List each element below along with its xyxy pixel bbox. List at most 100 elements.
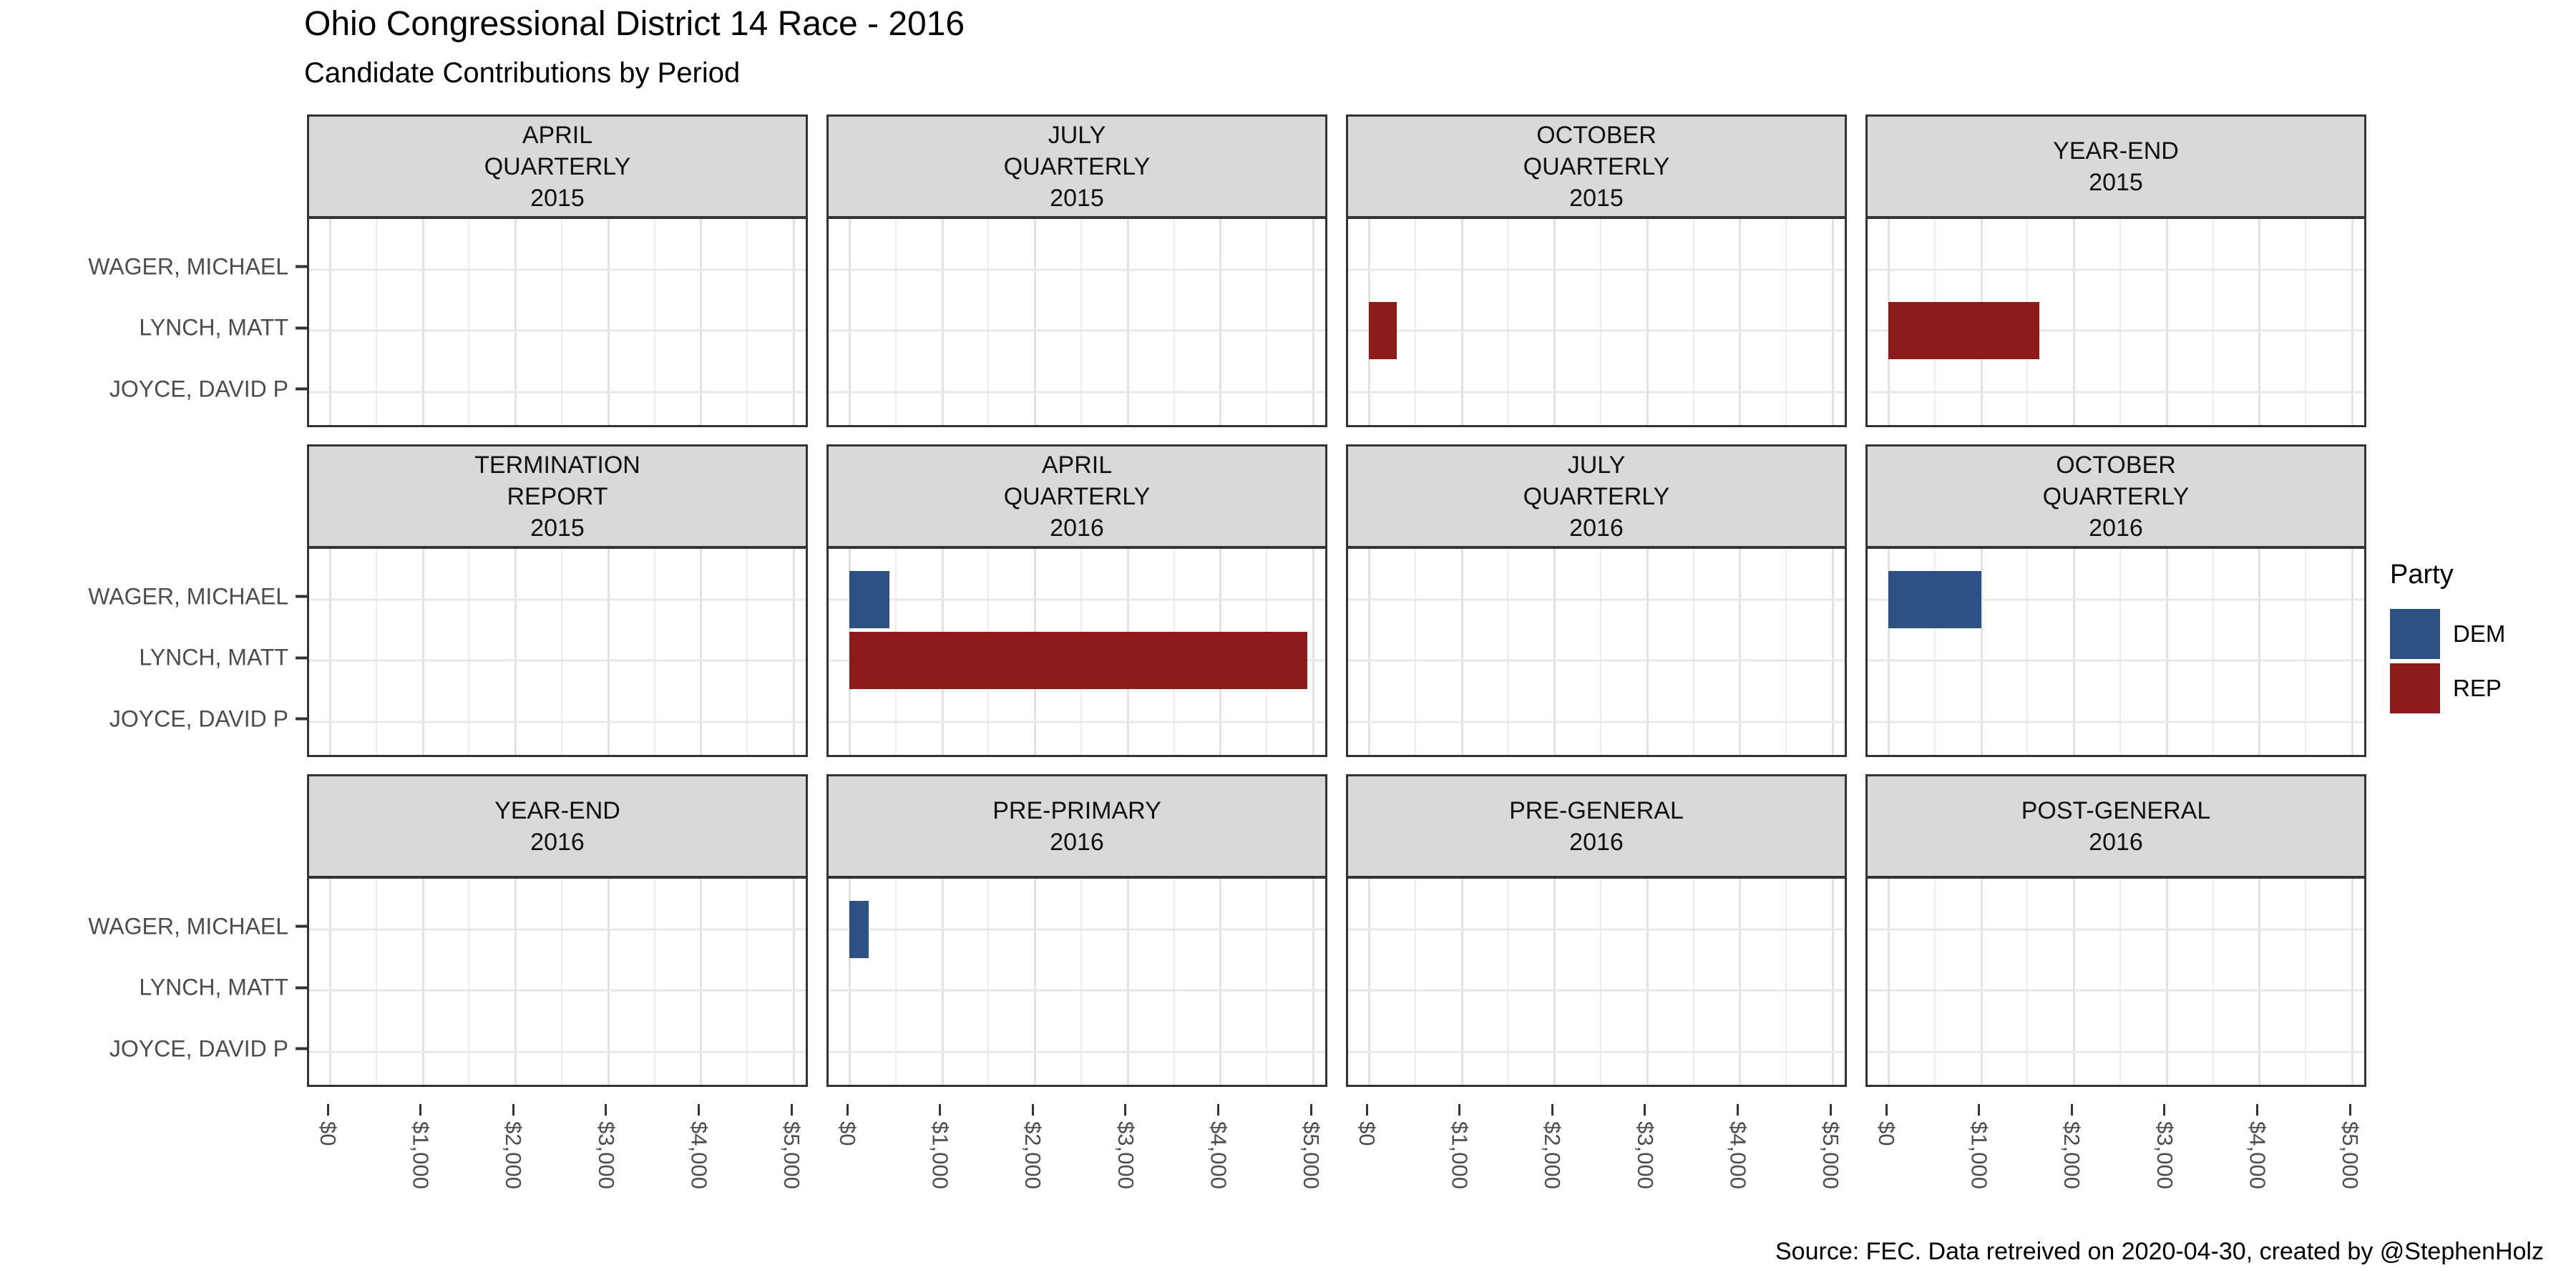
gridline-horizontal	[1348, 659, 1845, 662]
x-tick-label: $4,000	[1206, 1121, 1231, 1189]
facet-july-quarterly-2016: JULY QUARTERLY 2016	[1346, 444, 1847, 757]
gridline-vertical	[514, 219, 517, 425]
gridline-vertical	[2073, 879, 2076, 1085]
gridline-vertical	[1600, 219, 1601, 425]
gridline-vertical	[1034, 219, 1037, 425]
x-axis-column: $0 $1,000 $2,000 $3,000 $4,000 $5,000	[826, 1104, 1327, 1240]
x-tick-label: $4,000	[2245, 1121, 2270, 1189]
chart-subtitle: Candidate Contributions by Period	[304, 57, 741, 89]
gridline-vertical	[1507, 219, 1509, 425]
strip-line: 2015	[530, 184, 585, 212]
gridline-vertical	[1692, 219, 1694, 425]
strip-line: PRE-GENERAL	[1509, 796, 1684, 824]
gridline-vertical	[2119, 879, 2121, 1085]
gridline-vertical	[607, 549, 610, 755]
x-tick-mark	[2255, 1104, 2258, 1116]
y-axis-row: JOYCE, DAVID P	[109, 706, 307, 732]
x-tick-label: $0	[1355, 1121, 1380, 1146]
gridline-horizontal	[1868, 989, 2364, 992]
gridline-vertical	[2305, 219, 2307, 425]
gridline-vertical	[468, 219, 470, 425]
x-axis-column: $0 $1,000 $2,000 $3,000 $4,000 $5,000	[307, 1104, 808, 1240]
facet-panel	[1865, 876, 2366, 1087]
gridline-vertical	[746, 219, 748, 425]
strip-line: 2016	[1050, 514, 1104, 542]
x-tick-mark	[512, 1104, 514, 1116]
gridline-vertical	[1312, 219, 1314, 425]
gridline-vertical	[700, 879, 703, 1085]
gridline-horizontal	[1348, 928, 1845, 931]
x-tick-label: $1,000	[408, 1121, 434, 1189]
gridline-vertical	[2026, 549, 2029, 755]
y-axis-label: JOYCE, DAVID P	[109, 1035, 288, 1062]
y-axis-inner: WAGER, MICHAEL LYNCH, MATT JOYCE, DAVID P	[29, 216, 307, 427]
x-tick-label: $0	[835, 1121, 860, 1146]
gridline-vertical	[1126, 879, 1129, 1085]
facet-april-quarterly-2015: APRIL QUARTERLY 2015	[307, 114, 808, 427]
y-axis-row: WAGER, MICHAEL	[88, 583, 307, 610]
x-tick-mark	[419, 1104, 422, 1116]
x-tick-label: $2,000	[2059, 1121, 2085, 1189]
facet-row-2: WAGER, MICHAEL LYNCH, MATT JOYCE, DAVID P T…	[29, 444, 2366, 757]
gridline-vertical	[2165, 879, 2168, 1085]
x-tick-label: $5,000	[779, 1121, 804, 1189]
gridline-vertical	[1034, 879, 1037, 1085]
gridline-vertical	[375, 549, 377, 755]
x-tick-mark	[846, 1104, 849, 1116]
x-tick-label: $1,000	[927, 1121, 953, 1189]
y-tick-mark	[296, 387, 307, 391]
x-tick-mark	[2348, 1104, 2351, 1116]
strip-line: OCTOBER	[1536, 121, 1657, 149]
x-tick-mark	[1458, 1104, 1461, 1116]
chart-title: Ohio Congressional District 14 Race - 20…	[304, 5, 965, 43]
gridline-horizontal	[1868, 659, 2364, 662]
strip-line: APRIL	[1041, 451, 1113, 479]
gridline-vertical	[793, 549, 795, 755]
gridline-vertical	[2119, 219, 2121, 425]
strip-line: JULY	[1567, 451, 1626, 479]
bar-dem-wager	[849, 900, 869, 958]
gridline-vertical	[1739, 549, 1742, 755]
x-tick-label: $5,000	[1818, 1121, 1843, 1189]
bar-dem-wager	[1888, 570, 1981, 628]
gridline-horizontal	[829, 329, 1325, 332]
strip-line: QUARTERLY	[1003, 152, 1151, 180]
gridline-vertical	[1933, 879, 1936, 1085]
gridline-vertical	[2305, 879, 2307, 1085]
x-tick-mark	[1309, 1104, 1312, 1116]
gridline-vertical	[1739, 879, 1742, 1085]
gridline-vertical	[2305, 549, 2307, 755]
gridline-vertical	[2165, 549, 2168, 755]
strip-line: QUARTERLY	[1523, 152, 1670, 180]
y-axis-label: WAGER, MICHAEL	[88, 253, 288, 280]
x-tick-mark	[1978, 1104, 1981, 1116]
gridline-horizontal	[1348, 598, 1845, 601]
facet-year-end-2016: YEAR-END 2016	[307, 774, 808, 1087]
gridline-vertical	[849, 879, 851, 1085]
facet-grid: WAGER, MICHAEL LYNCH, MATT JOYCE, DAVID P A…	[29, 114, 2366, 1240]
strip-line: APRIL	[522, 121, 593, 149]
gridline-horizontal	[309, 391, 806, 394]
gridline-vertical	[700, 549, 703, 755]
y-tick-mark	[296, 265, 307, 268]
y-axis-row: LYNCH, MATT	[139, 975, 307, 1001]
gridline-vertical	[1080, 879, 1082, 1085]
gridline-vertical	[1507, 549, 1509, 755]
y-axis-row: JOYCE, DAVID P	[109, 376, 307, 402]
gridline-vertical	[793, 219, 795, 425]
gridline-vertical	[2073, 549, 2076, 755]
gridline-vertical	[561, 219, 562, 425]
gridline-vertical	[1785, 879, 1787, 1085]
facet-strip-label: OCTOBER QUARTERLY 2015	[1346, 114, 1847, 216]
strip-line: 2016	[1569, 828, 1624, 856]
y-axis-column: WAGER, MICHAEL LYNCH, MATT JOYCE, DAVID P	[29, 444, 307, 757]
x-tick-label: $2,000	[1020, 1121, 1046, 1189]
gridline-vertical	[2258, 219, 2261, 425]
gridline-horizontal	[309, 659, 806, 662]
strip-line: PRE-PRIMARY	[992, 796, 1161, 824]
gridline-horizontal	[1868, 928, 2364, 931]
gridline-vertical	[1785, 219, 1787, 425]
strip-line: 2016	[2089, 514, 2143, 542]
strip-line: 2015	[1569, 184, 1624, 212]
gridline-vertical	[1266, 879, 1268, 1085]
